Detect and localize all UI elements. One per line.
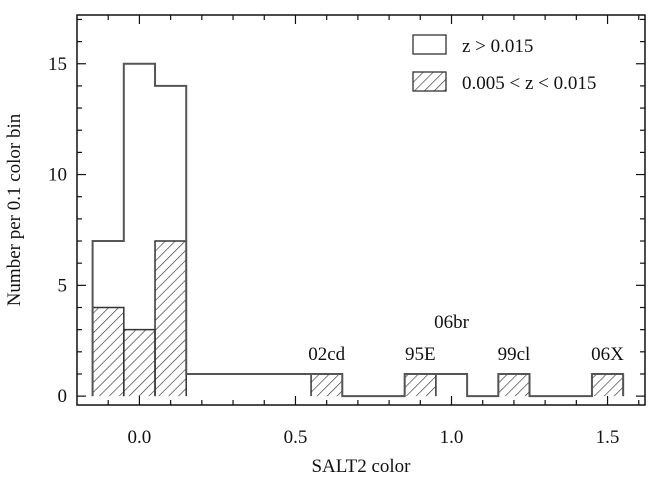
x-axis-label: SALT2 color [311,456,411,477]
plot-frame [76,14,646,406]
sn-annotation: 95E [405,344,436,365]
hatched-bar [155,241,187,397]
x-tick-label: 0.0 [128,427,152,448]
x-tick-label: 1.5 [596,427,620,448]
legend-swatch-open [412,34,447,55]
y-tick-label: 10 [48,165,67,186]
hatched-bar [123,329,156,397]
legend-label-hatched: 0.005 < z < 0.015 [462,73,596,94]
y-tick-label: 5 [58,275,68,296]
hatched-bar [498,373,530,397]
legend: z > 0.015 0.005 < z < 0.015 [412,34,596,94]
hatched-bar [92,307,124,397]
legend-label-open: z > 0.015 [462,36,533,57]
y-axis-label: Number per 0.1 color bin [4,113,25,306]
hatched-bar [404,373,436,397]
legend-swatch-hatched [412,71,447,92]
hatched-bar [311,373,343,397]
x-tick-label: 1.0 [440,427,464,448]
sn-annotation: 99cl [498,344,531,365]
hatched-bar [591,373,624,397]
open-histogram-outline [91,62,625,398]
sn-annotation: 02cd [308,344,345,365]
y-tick-label: 0 [58,386,68,407]
sn-annotation: 06X [591,344,624,365]
x-tick-label: 0.5 [284,427,308,448]
sn-annotation: 06br [434,312,470,333]
y-tick-label: 15 [48,54,67,75]
